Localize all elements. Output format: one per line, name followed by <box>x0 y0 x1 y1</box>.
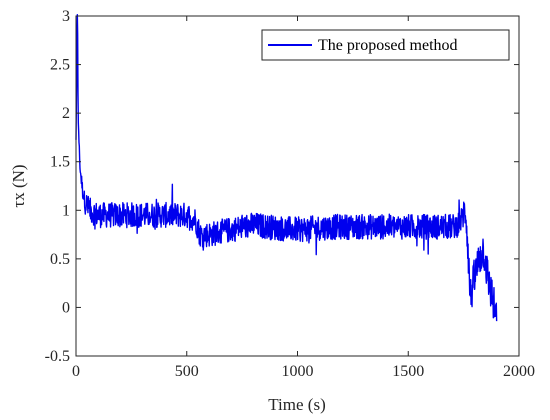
series-line <box>75 13 498 322</box>
x-tick-label: 1500 <box>392 363 424 380</box>
x-tick-label: 1000 <box>282 363 314 380</box>
y-axis-label: τx (N) <box>9 164 28 207</box>
y-tick-label: 2 <box>62 105 70 122</box>
ticks-layer: 0 500 1000 1500 2000-0.500.511.522.53 <box>45 8 535 380</box>
y-tick-label: 2.5 <box>50 57 70 74</box>
legend-label: The proposed method <box>318 37 458 54</box>
y-tick-label: 3 <box>62 8 70 25</box>
legend: The proposed method <box>261 29 510 61</box>
x-axis-label: Time (s) <box>268 395 325 414</box>
series-layer <box>75 13 498 322</box>
y-tick-label: 0.5 <box>50 251 70 268</box>
x-tick-label: 0 <box>72 363 80 380</box>
x-tick-label: 2000 <box>503 363 535 380</box>
plot-area <box>76 16 519 356</box>
y-tick-label: 0 <box>62 299 70 316</box>
x-tick-label: 500 <box>175 363 199 380</box>
y-tick-label: 1 <box>62 202 70 219</box>
y-tick-label: 1.5 <box>50 154 70 171</box>
y-tick-label: -0.5 <box>45 348 70 365</box>
